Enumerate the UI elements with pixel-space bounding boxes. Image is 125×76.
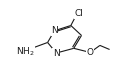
Text: NH$_2$: NH$_2$ xyxy=(16,46,34,58)
Text: N: N xyxy=(51,26,58,35)
Text: Cl: Cl xyxy=(75,9,84,18)
Text: N: N xyxy=(53,48,60,58)
Text: O: O xyxy=(87,48,94,57)
